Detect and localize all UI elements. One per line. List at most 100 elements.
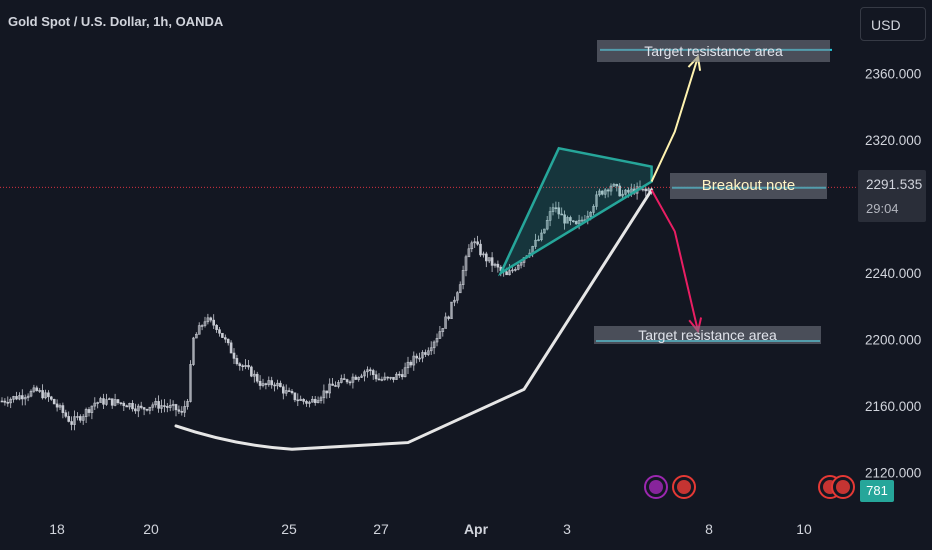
candle <box>316 396 320 404</box>
breakout-label[interactable]: Breakout note <box>670 173 827 199</box>
us-flag-event-icon[interactable] <box>672 475 696 499</box>
candle <box>308 400 311 408</box>
candle <box>612 182 616 188</box>
candle <box>293 392 297 403</box>
candle <box>551 203 555 216</box>
event-count-badge[interactable]: 781 <box>860 480 894 502</box>
candle <box>392 376 395 383</box>
candle <box>374 370 378 382</box>
candle <box>386 376 390 381</box>
candle <box>139 401 143 410</box>
candle <box>253 370 256 383</box>
price-tick-label: 2120.000 <box>865 466 921 481</box>
time-tick-label: Apr <box>464 521 489 537</box>
candle <box>99 396 102 403</box>
candle <box>534 233 537 249</box>
candle <box>163 399 166 413</box>
candle <box>490 252 494 272</box>
candle <box>131 400 134 412</box>
candle <box>125 404 128 408</box>
candle <box>26 393 30 402</box>
candle <box>168 399 172 412</box>
candle <box>400 369 404 380</box>
candle <box>496 260 500 273</box>
candle <box>319 395 323 404</box>
candle <box>429 341 433 355</box>
currency-selector[interactable]: USD <box>860 7 926 41</box>
candle <box>226 338 230 346</box>
candle <box>81 414 85 425</box>
candle <box>537 235 540 242</box>
candle <box>250 365 253 378</box>
candle <box>70 416 73 431</box>
candle <box>241 364 244 371</box>
candle <box>508 264 511 276</box>
chart-title: Gold Spot / U.S. Dollar, 1h, OANDA <box>8 14 224 29</box>
candle <box>96 401 99 409</box>
candle <box>574 220 578 225</box>
candle <box>363 369 366 382</box>
candle <box>482 251 485 258</box>
candle <box>154 397 157 408</box>
candle <box>221 332 224 338</box>
candle <box>267 376 271 387</box>
candle <box>108 397 111 400</box>
candle <box>64 409 68 419</box>
candle <box>0 397 4 403</box>
candle <box>261 378 265 388</box>
candle <box>571 220 575 223</box>
bearish-projection-arrow[interactable] <box>650 189 703 334</box>
candle <box>545 215 549 231</box>
candle <box>302 398 305 405</box>
us-flag-event-icon[interactable] <box>831 475 855 499</box>
candle <box>76 412 79 421</box>
candle <box>102 393 105 409</box>
candle <box>134 403 137 414</box>
candle <box>119 402 123 406</box>
candle <box>145 408 149 412</box>
candle <box>258 375 262 390</box>
rounding-curve[interactable] <box>174 188 654 451</box>
candle <box>180 406 184 416</box>
candle <box>32 384 36 393</box>
candle <box>380 376 384 382</box>
price-tick-label: 2160.000 <box>865 399 921 414</box>
candle <box>90 405 94 420</box>
candle <box>609 183 613 196</box>
candle <box>337 380 340 389</box>
time-axis[interactable]: 18 20 25 27 Apr 3 8 10 <box>49 521 812 537</box>
candle <box>189 360 192 403</box>
candle <box>87 407 91 417</box>
price-axis[interactable]: 2120.000 2160.000 2200.000 2240.000 2320.000… <box>865 67 921 481</box>
target-lower-text: Target resistance area <box>638 327 777 343</box>
candle <box>287 387 291 392</box>
candle <box>371 368 375 380</box>
candle <box>342 373 346 380</box>
lightning-event-icon[interactable] <box>644 475 668 499</box>
candle <box>52 398 56 405</box>
candle <box>55 399 59 412</box>
candle <box>397 371 401 379</box>
candle <box>197 322 201 335</box>
candle <box>453 296 456 307</box>
bullish-projection-arrow[interactable] <box>650 54 702 182</box>
candle <box>554 201 558 213</box>
target-lower-label[interactable]: Target resistance area <box>594 326 821 344</box>
candle <box>595 191 598 210</box>
candle <box>345 378 349 385</box>
candle <box>641 188 645 192</box>
candle <box>444 312 448 329</box>
candle <box>35 385 39 392</box>
candle <box>235 354 239 366</box>
candle <box>157 395 160 413</box>
candle <box>624 189 627 196</box>
triangle-pattern[interactable] <box>497 146 653 277</box>
time-tick-label: 20 <box>143 521 159 537</box>
target-upper-label[interactable]: Target resistance area <box>597 40 830 62</box>
candle <box>540 229 543 242</box>
current-price-tag: 2291.535 29:04 <box>858 170 926 222</box>
candle <box>58 403 62 411</box>
candle <box>615 183 619 192</box>
candle <box>270 376 274 389</box>
